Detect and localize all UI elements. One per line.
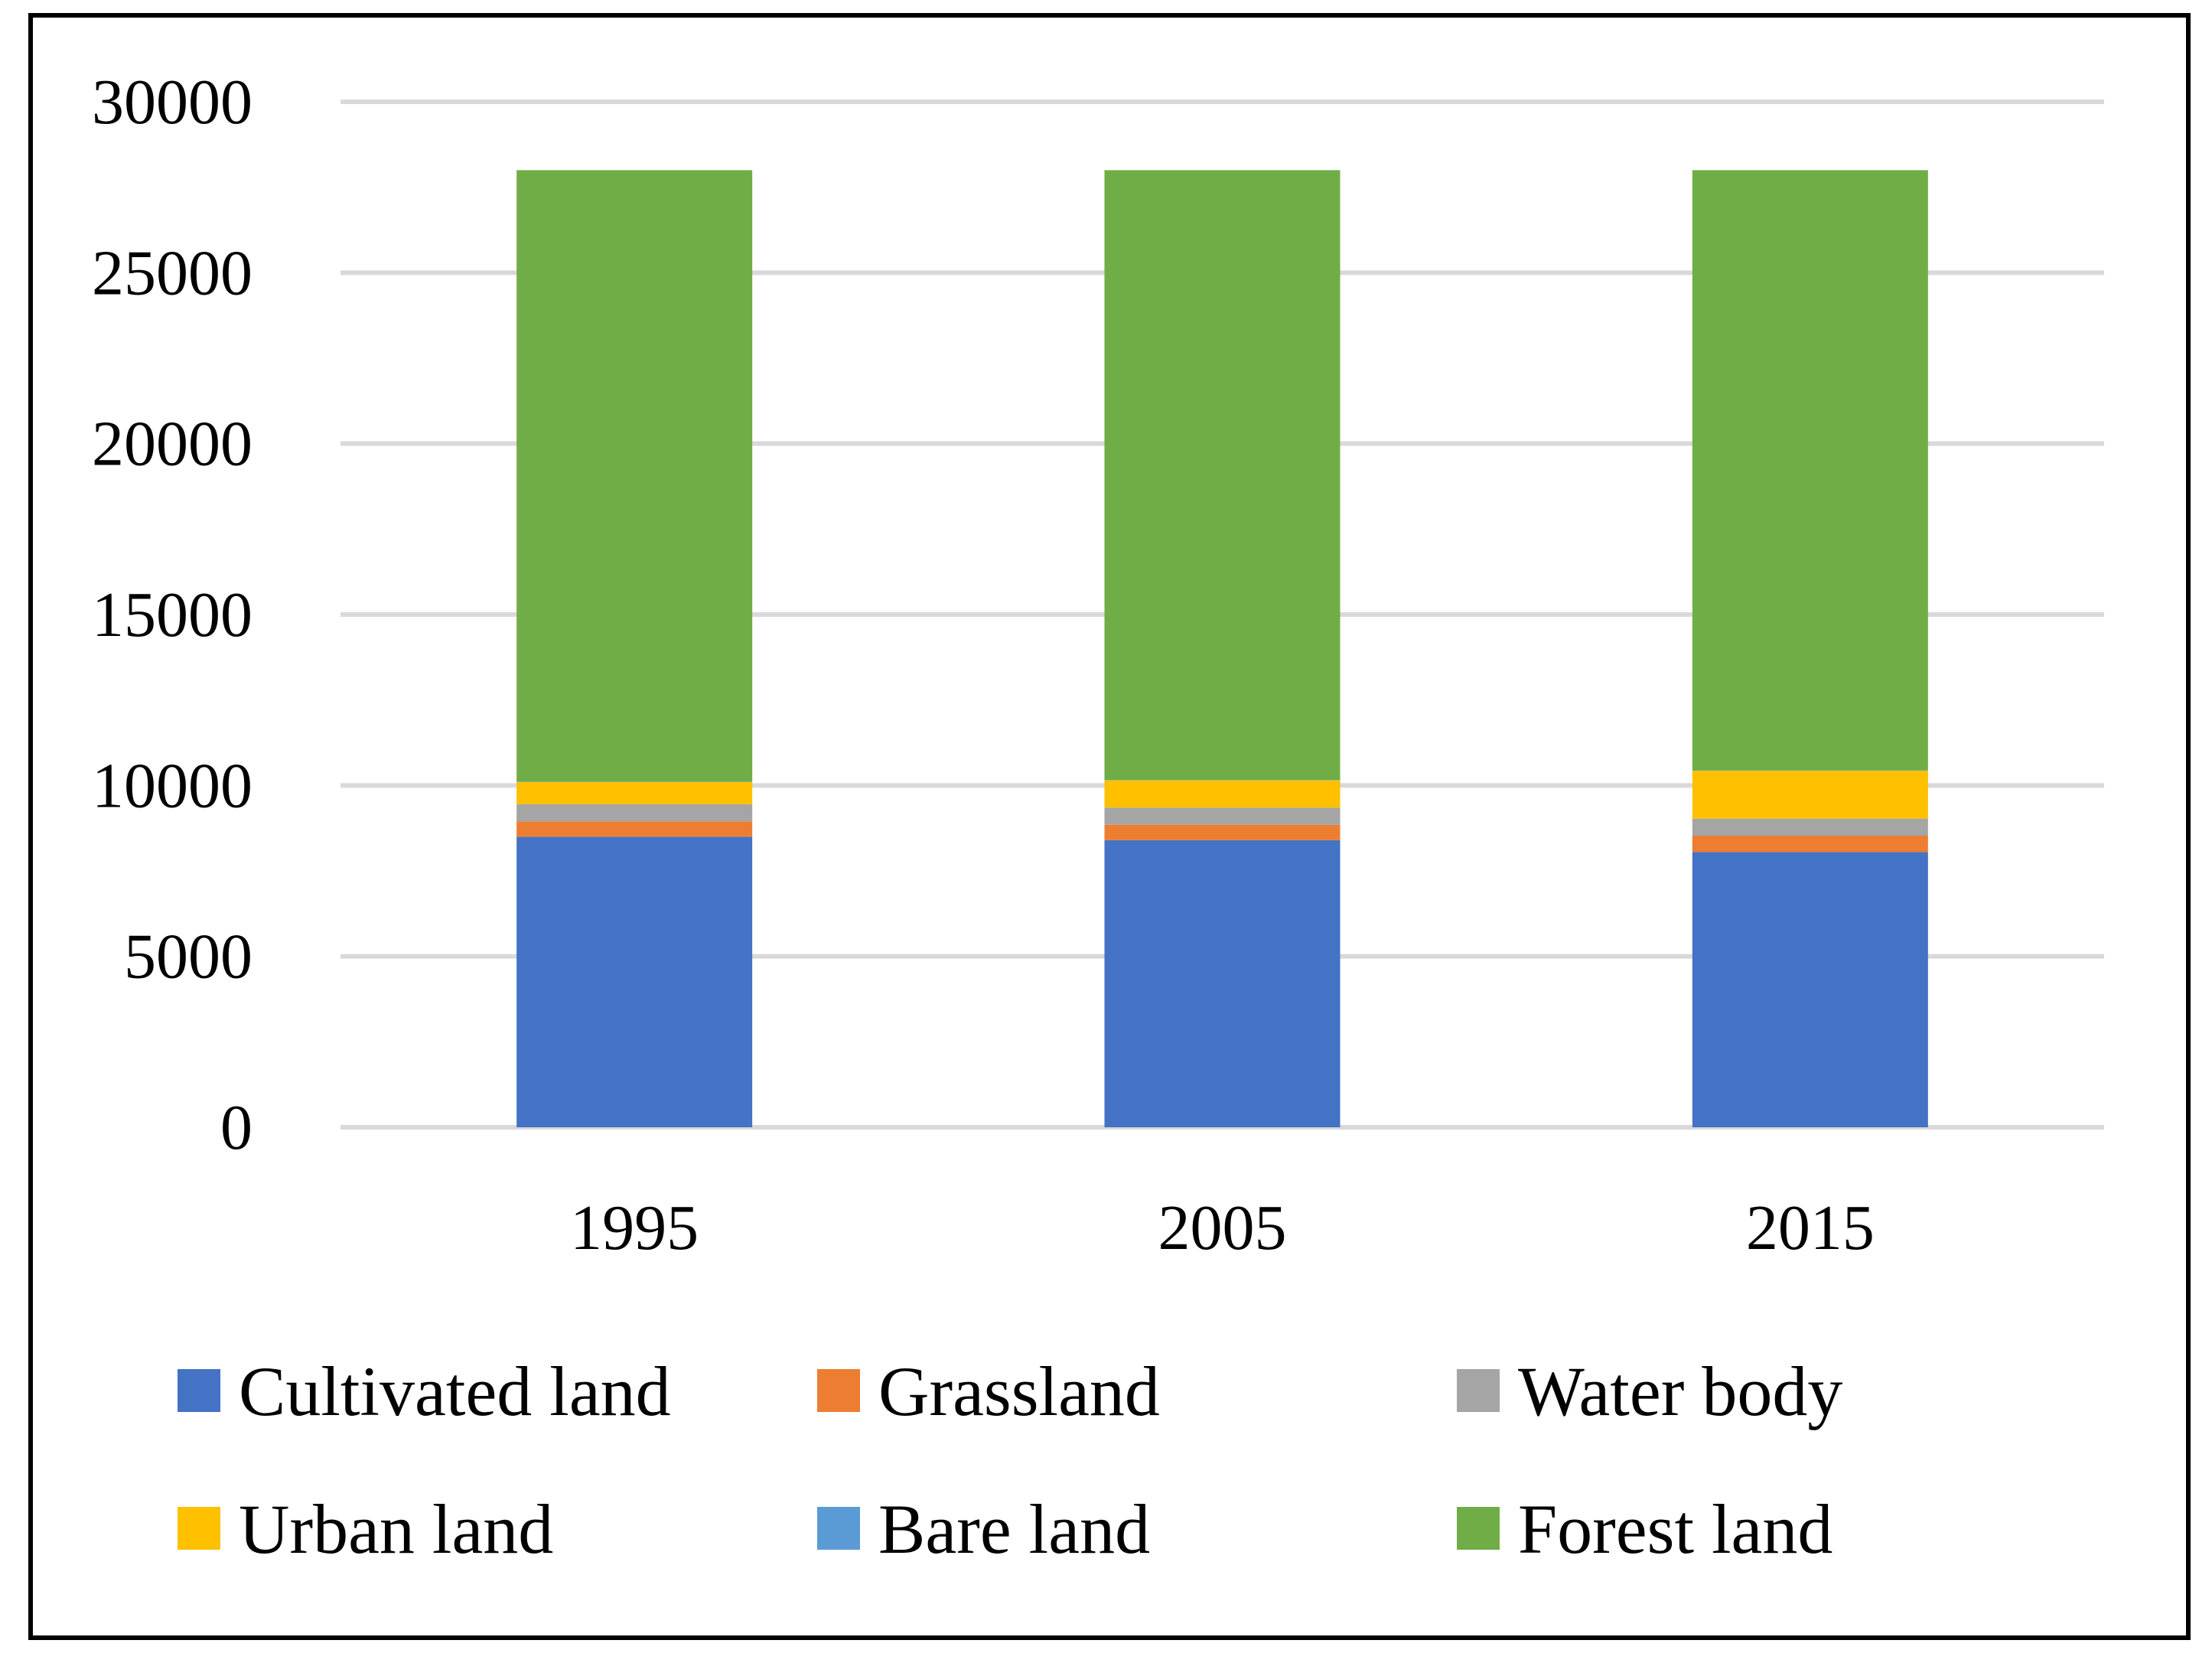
bar-segment-forest-land	[1104, 170, 1341, 781]
bar-segment-forest-land	[1692, 170, 1928, 771]
y-tick-label: 10000	[92, 750, 252, 821]
y-tick-label: 20000	[92, 409, 252, 480]
x-tick-label: 1995	[570, 1192, 699, 1264]
bar-stack-2015	[1692, 170, 1928, 1127]
legend-swatch	[817, 1507, 860, 1550]
y-tick-label: 5000	[124, 921, 252, 993]
legend: Cultivated land Grassland Water body Urban …	[178, 1352, 1842, 1568]
bar-stack-1995	[516, 170, 753, 1127]
bar-segment-grassland	[1104, 824, 1341, 840]
legend-swatch	[817, 1369, 860, 1412]
bar-segment-water-body	[1104, 807, 1341, 825]
bars	[516, 170, 1928, 1127]
legend-label: Bare land	[878, 1490, 1150, 1568]
x-axis-tick-labels: 1995 2005 2015	[570, 1192, 1875, 1264]
legend-swatch	[1457, 1369, 1500, 1412]
legend-item-water-body: Water body	[1457, 1352, 1842, 1430]
legend-item-urban-land: Urban land	[178, 1490, 553, 1568]
y-tick-label: 25000	[92, 237, 252, 308]
bar-segment-water-body	[516, 804, 753, 822]
bar-stack-2005	[1104, 170, 1341, 1127]
bar-segment-urban-land	[516, 781, 753, 804]
y-axis-tick-labels: 0 5000 10000 15000 20000 25000 30000	[92, 67, 252, 1163]
legend-label: Cultivated land	[239, 1352, 671, 1430]
legend-item-cultivated-land: Cultivated land	[178, 1352, 671, 1430]
x-tick-label: 2015	[1746, 1192, 1875, 1264]
bar-segment-cultivated-land	[1104, 840, 1341, 1127]
chart-frame	[28, 13, 2191, 1640]
bar-segment-cultivated-land	[516, 836, 753, 1127]
bar-segment-water-body	[1692, 818, 1928, 836]
legend-label: Forest land	[1518, 1490, 1832, 1568]
legend-item-forest-land: Forest land	[1457, 1490, 1832, 1568]
bar-segment-urban-land	[1104, 780, 1341, 808]
bar-segment-urban-land	[1692, 771, 1928, 819]
legend-swatch	[178, 1507, 220, 1550]
bar-segment-forest-land	[516, 170, 753, 782]
bar-segment-cultivated-land	[1692, 852, 1928, 1127]
legend-item-grassland: Grassland	[817, 1352, 1160, 1430]
legend-label: Urban land	[239, 1490, 553, 1568]
bar-segment-grassland	[516, 821, 753, 837]
legend-label: Water body	[1518, 1352, 1842, 1430]
y-tick-label: 0	[220, 1092, 252, 1163]
legend-label: Grassland	[878, 1352, 1160, 1430]
y-tick-label: 30000	[92, 67, 252, 138]
bar-segment-grassland	[1692, 835, 1928, 853]
legend-swatch	[178, 1369, 220, 1412]
legend-swatch	[1457, 1507, 1500, 1550]
legend-item-bare-land: Bare land	[817, 1490, 1150, 1568]
y-tick-label: 15000	[92, 579, 252, 651]
x-tick-label: 2005	[1158, 1192, 1287, 1264]
